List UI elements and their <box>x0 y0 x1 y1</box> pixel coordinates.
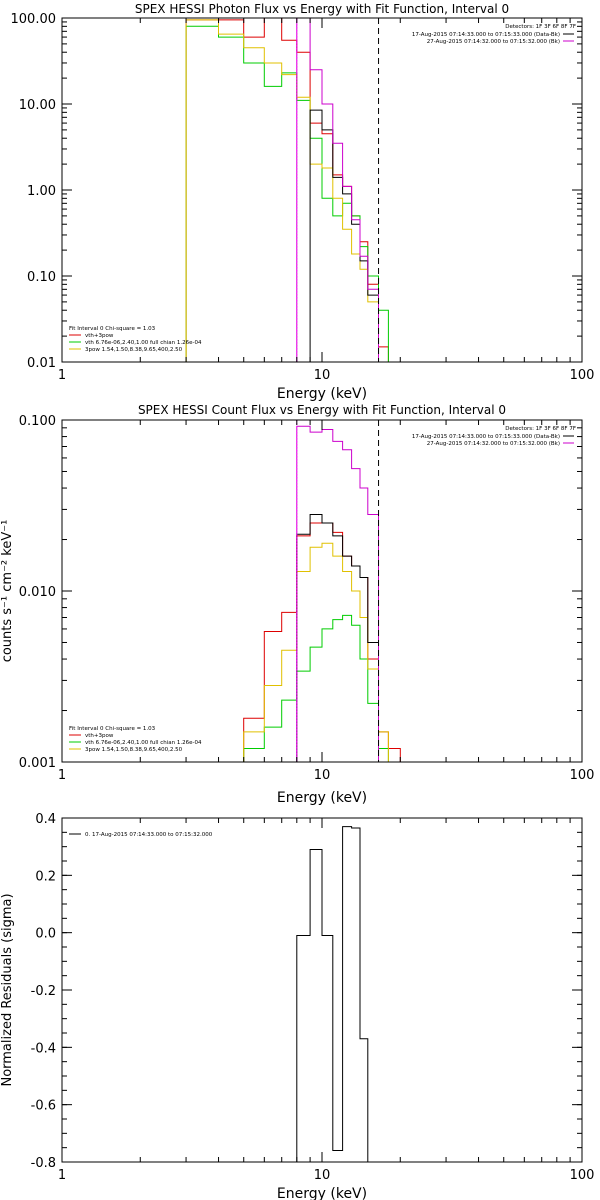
y-tick-label: 0.01 <box>27 356 56 371</box>
legend-fit-info: Fit Interval 0 Chi-square = 1.03 <box>69 326 156 332</box>
series-3-line <box>185 19 401 362</box>
legend-entry: 3pow 1.54,1.50,8.38,9.65,400,2.50 <box>85 747 183 753</box>
y-tick-label: 100.00 <box>11 12 57 27</box>
legend-fit-info: Fit Interval 0 Chi-square = 1.03 <box>69 726 156 732</box>
legend-entry: 0. 17-Aug-2015 07:14:33.000 to 07:15:32.… <box>85 832 213 838</box>
y-axis-label: counts s⁻¹ cm⁻² keV⁻¹ <box>0 520 15 663</box>
legend-entry: vth+3pow <box>85 733 114 739</box>
chart-title: SPEX HESSI Count Flux vs Energy with Fit… <box>138 403 506 417</box>
legend-detectors: Detectors: 1F 3F 6F 8F 7F <box>505 24 576 30</box>
y-tick-label: 0.100 <box>19 414 56 429</box>
x-tick-label: 100 <box>570 768 595 783</box>
y-tick-label: 0.0 <box>35 927 56 942</box>
x-axis-label: Energy (keV) <box>277 1186 367 1200</box>
legend-entry: vth+3pow <box>85 333 114 339</box>
series-5-line <box>296 18 379 362</box>
chart-1: 1 10 100 0.01 0.10 1.00 10.00 100.00 SPEX HESSI … <box>11 2 595 402</box>
y-tick-label: 1.00 <box>27 184 56 199</box>
y-tick-label: 10.00 <box>19 98 56 113</box>
x-tick-label: 1 <box>58 368 66 383</box>
series-5-line <box>296 425 379 762</box>
y-axis-label: Normalized Residuals (sigma) <box>0 893 15 1086</box>
y-tick-label: 0.001 <box>19 756 56 771</box>
x-tick-label: 10 <box>314 1168 331 1183</box>
x-tick-label: 1 <box>58 1168 66 1183</box>
x-tick-label: 100 <box>570 368 595 383</box>
series-4-line <box>296 514 379 762</box>
legend-entry: 27-Aug-2015 07:14:32.000 to 07:15:32.000… <box>427 39 560 45</box>
series-3-line <box>185 542 389 762</box>
chart-3: 1 10 100 -0.8 -0.6 -0.4 -0.2 0.0 0.2 0.4 Energy (k… <box>0 812 594 1200</box>
y-tick-label: -0.4 <box>31 1041 56 1056</box>
legend-detectors: Detectors: 1F 3F 6F 8F 7F <box>505 426 576 432</box>
legend-entry: 27-Aug-2015 07:14:32.000 to 07:15:32.000… <box>427 441 560 447</box>
plot-frame <box>61 419 583 763</box>
chart-title: SPEX HESSI Photon Flux vs Energy with Fi… <box>135 2 509 16</box>
x-axis-label: Energy (keV) <box>277 386 367 402</box>
y-tick-label: -0.6 <box>31 1099 56 1114</box>
y-tick-label: 0.2 <box>35 869 56 884</box>
x-tick-label: 10 <box>314 368 331 383</box>
y-tick-label: 0.10 <box>27 270 56 285</box>
y-tick-label: 0.4 <box>35 812 56 827</box>
series-2-line <box>185 25 401 362</box>
legend-entry: 17-Aug-2015 07:14:33.000 to 07:15:33.000… <box>412 32 560 38</box>
legend-entry: vth 6.76e-06,2.40,1.00 full chian 1.26e-… <box>85 740 202 746</box>
legend-entry: 3pow 1.54,1.50,8.38,9.65,400,2.50 <box>85 347 183 353</box>
y-tick-label: -0.2 <box>31 984 56 999</box>
y-tick-label: -0.8 <box>31 1156 56 1171</box>
x-axis-label: Energy (keV) <box>277 790 367 806</box>
x-tick-label: 1 <box>58 768 66 783</box>
chart-2: 1 10 100 0.001 0.010 0.100 SPEX HESSI Count Fl… <box>0 403 595 806</box>
x-tick-label: 100 <box>570 1168 595 1183</box>
series-4-line <box>296 109 379 362</box>
series-1-line <box>296 826 379 1162</box>
y-tick-label: 0.010 <box>19 585 56 600</box>
series-2-line <box>243 614 389 762</box>
legend-entry: 17-Aug-2015 07:14:33.000 to 07:15:33.000… <box>412 434 560 440</box>
series-1-line <box>185 18 401 362</box>
legend-entry: vth 6.76e-06,2.40,1.00 full chian 1.26e-… <box>85 340 202 346</box>
x-tick-label: 10 <box>314 768 331 783</box>
